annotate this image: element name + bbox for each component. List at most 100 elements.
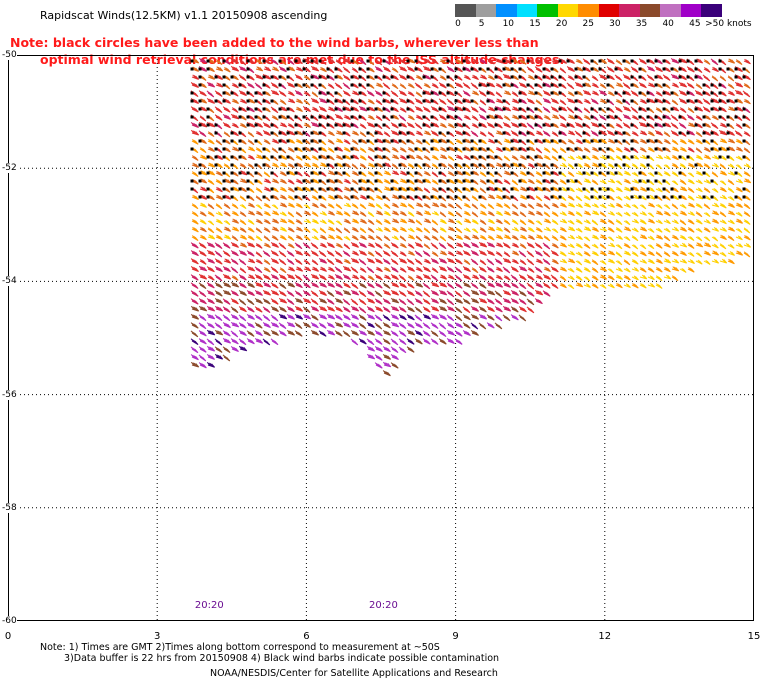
quality-flag-dot: [542, 139, 546, 143]
wind-barb: [638, 66, 647, 73]
quality-flag-dot: [382, 75, 386, 79]
wind-barb: [286, 155, 295, 161]
wind-barb: [215, 194, 223, 200]
wind-barb: [294, 186, 304, 192]
quality-flag-dot: [518, 163, 522, 167]
quality-flag-dot: [302, 59, 306, 63]
wind-barb: [391, 170, 400, 176]
quality-flag-dot: [510, 59, 514, 63]
wind-barb: [495, 146, 503, 153]
wind-barb: [478, 250, 487, 256]
wind-barb: [631, 266, 640, 272]
wind-barb: [566, 97, 576, 104]
wind-barb: [647, 171, 655, 177]
wind-barb: [374, 330, 383, 337]
wind-barb: [230, 195, 239, 202]
wind-barb: [375, 203, 383, 210]
wind-barb: [231, 122, 239, 129]
wind-barb: [446, 338, 455, 345]
wind-barb: [591, 154, 599, 161]
wind-barb: [711, 75, 719, 82]
quality-flag-dot: [574, 99, 578, 103]
wind-barb: [446, 242, 455, 249]
quality-flag-dot: [630, 187, 634, 191]
quality-flag-dot: [742, 123, 746, 127]
quality-flag-dot: [558, 75, 562, 79]
quality-flag-dot: [254, 179, 258, 183]
wind-barb: [383, 131, 391, 138]
wind-barb: [558, 105, 568, 112]
quality-flag-dot: [422, 99, 426, 103]
wind-barb: [583, 147, 591, 153]
wind-barb: [590, 66, 599, 73]
wind-barb: [703, 250, 711, 256]
wind-barb: [350, 59, 359, 65]
wind-barb: [231, 203, 239, 210]
wind-barb: [334, 146, 344, 152]
wind-barb: [662, 107, 671, 113]
quality-flag-dot: [254, 171, 258, 175]
quality-flag-dot: [534, 155, 538, 159]
wind-barb: [422, 250, 431, 257]
wind-barb: [550, 138, 559, 145]
wind-barb: [239, 195, 247, 202]
wind-barb: [654, 138, 663, 145]
wind-barb: [727, 106, 736, 112]
quality-flag-dot: [454, 147, 458, 151]
wind-barb: [742, 187, 751, 193]
wind-barb: [647, 250, 655, 257]
quality-flag-dot: [270, 75, 274, 79]
wind-barb: [279, 194, 287, 200]
wind-barb: [638, 115, 647, 122]
wind-barb: [686, 82, 695, 89]
wind-barb: [542, 97, 552, 104]
wind-barb: [630, 138, 639, 144]
wind-barb: [255, 154, 264, 160]
wind-barb: [238, 82, 247, 89]
wind-barb: [535, 234, 544, 240]
quality-flag-dot: [310, 75, 314, 79]
quality-flag-dot: [494, 179, 498, 183]
quality-flag-dot: [254, 115, 258, 119]
wind-barb: [399, 267, 407, 273]
quality-flag-dot: [190, 99, 194, 103]
wind-barb: [406, 58, 416, 64]
wind-barb: [342, 265, 352, 272]
wind-barb: [262, 114, 271, 122]
wind-barb: [462, 97, 472, 104]
quality-flag-dot: [494, 171, 498, 175]
wind-barb: [495, 234, 504, 240]
wind-barb: [198, 242, 207, 249]
quality-flag-dot: [446, 139, 450, 143]
wind-barb: [279, 178, 287, 185]
wind-barb: [366, 353, 376, 360]
wind-barb: [350, 322, 359, 329]
wind-barb: [335, 227, 343, 234]
y-tick-label: -56: [2, 389, 17, 400]
wind-barb: [206, 249, 216, 256]
wind-barb: [335, 59, 343, 66]
wind-barb: [454, 290, 463, 298]
wind-barb: [567, 258, 576, 264]
wind-barb: [190, 330, 199, 338]
wind-barb: [215, 66, 224, 72]
wind-barb: [478, 106, 487, 113]
wind-barb: [206, 187, 215, 194]
quality-flag-dot: [742, 75, 746, 79]
wind-barb: [607, 219, 615, 225]
quality-flag-dot: [406, 171, 410, 175]
wind-barb: [231, 226, 240, 232]
quality-flag-dot: [374, 147, 378, 151]
wind-barb: [319, 162, 328, 168]
wind-barb: [494, 171, 503, 178]
wind-barb: [727, 90, 735, 96]
wind-barb: [286, 75, 295, 82]
wind-barb: [431, 227, 439, 233]
wind-barb: [527, 226, 535, 233]
wind-barb: [350, 82, 359, 89]
wind-barb: [526, 58, 535, 64]
wind-barb: [358, 58, 367, 66]
wind-barb: [694, 162, 704, 168]
wind-barb: [318, 89, 327, 96]
wind-barb: [446, 90, 455, 97]
